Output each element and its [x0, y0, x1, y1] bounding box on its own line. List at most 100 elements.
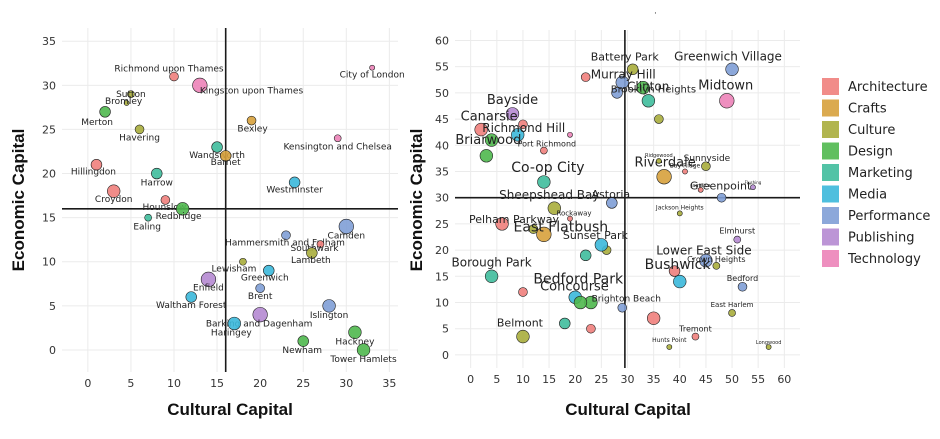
data-point: [484, 133, 499, 147]
data-point-hunts-point: [666, 344, 673, 350]
y-tick-label: 15: [435, 270, 449, 283]
y-tick-label: 30: [42, 79, 56, 92]
x-tick-label: 0: [84, 377, 91, 390]
point-label-waltham-forest: Waltham Forest: [156, 301, 227, 311]
point-label-elmhurst: Elmhurst: [719, 227, 755, 236]
point-label-croydon: Croydon: [95, 195, 133, 205]
legend-label-crafts: Crafts: [848, 102, 887, 117]
nyc-scatter-panel: 0 5 10 15 20 25 30 35 40 45 50 55 60 0 5 10 15 20 25 30 35 40…: [407, 30, 800, 419]
point-label-tower-hamlets: Tower Hamlets: [329, 355, 397, 365]
point-label-riverdale: Riverdale: [634, 156, 695, 171]
point-label-flushing: Flushing: [745, 180, 762, 185]
y-tick-label: 15: [42, 212, 56, 225]
point-label-bayside: Bayside: [487, 93, 538, 108]
point-label-tremont: Tremont: [678, 325, 712, 334]
data-point-sunnyside: [701, 161, 711, 171]
point-label-co-op-city: Co-op City: [511, 160, 584, 176]
point-label-barnet: Barnet: [211, 158, 241, 168]
point-label-bay-ridge: Bay Ridge: [670, 162, 701, 169]
data-point: [528, 224, 539, 234]
data-point: [567, 131, 573, 138]
legend-swatch-media: [822, 185, 839, 203]
data-point-bedford: [737, 282, 748, 292]
data-point-pelham-parkway: [495, 217, 509, 231]
data-point-rockaway: [567, 215, 573, 222]
data-point-bayside: [505, 107, 520, 121]
point-label-bexley: Bexley: [237, 125, 268, 135]
data-point-newham: [297, 335, 309, 347]
legend-label-architecture: Architecture: [848, 80, 928, 95]
point-label-murray-hill: Murray Hill: [591, 67, 656, 81]
x-tick-label: 5: [127, 377, 134, 390]
point-label-hillingdon: Hillingdon: [71, 168, 116, 178]
point-label-port-richmond: Port Richmond: [518, 140, 577, 149]
y-tick-label: 25: [42, 123, 56, 136]
data-point-lambeth: [306, 247, 318, 259]
point-label-haringey: Haringey: [211, 328, 252, 338]
data-point-greenpoint: [716, 192, 727, 203]
x-tick-label: 10: [516, 373, 530, 386]
data-point-brooklyn-heights: [641, 94, 656, 108]
y-tick-label: 10: [42, 256, 56, 269]
x-tick-label: 45: [699, 373, 713, 386]
y-tick-label: 40: [435, 139, 449, 152]
point-label-brighton-beach: Brighton Beach: [592, 295, 661, 305]
x-tick-label: 35: [647, 373, 661, 386]
point-label-city-of-london: City of London: [340, 71, 405, 81]
point-label-barking-and-dagenham: Barking and Dagenham: [206, 320, 313, 330]
data-point-clinton: [636, 80, 650, 95]
point-label-redbridge: Redbridge: [156, 212, 202, 222]
data-point-waltham-forest: [185, 291, 197, 303]
y-tick-label: 35: [42, 35, 56, 48]
point-label-clinton: Clinton: [627, 80, 669, 94]
y-tick-label: 60: [435, 34, 449, 47]
point-label-sheepshead-bay: Sheepshead Bay: [499, 188, 599, 202]
legend-label-publishing: Publishing: [848, 231, 914, 246]
x-tick-label: 55: [751, 373, 765, 386]
data-point-southwark: [316, 240, 325, 248]
point-label-bedford: Bedford: [727, 274, 758, 283]
point-label-merton: Merton: [81, 118, 113, 128]
data-point-east-harlem: [728, 309, 736, 317]
point-label-rockaway: Rockaway: [556, 210, 591, 218]
legend-swatch-publishing: [822, 228, 839, 246]
data-point: [579, 249, 592, 262]
point-label-brooklyn-heights: Brooklyn Heights: [611, 85, 696, 96]
y-tick-label: 50: [435, 87, 449, 100]
point-label-richmond-hill: Richmond Hill: [482, 121, 565, 135]
data-point-kingston-upon-thames: [192, 77, 208, 93]
x-tick-label: 40: [673, 373, 687, 386]
point-label-bushwick: Bushwick: [645, 257, 712, 273]
legend-label-design: Design: [848, 145, 893, 160]
data-point: [586, 323, 596, 334]
data-point-havering: [134, 124, 145, 135]
data-point-greenwich-village: [725, 62, 739, 76]
data-point-ealing: [144, 213, 152, 222]
x-tick-label: 30: [621, 373, 635, 386]
data-point-richmond-upon-thames: [169, 71, 179, 82]
point-label-midtown: Midtown: [698, 79, 753, 94]
data-point-redbridge: [175, 202, 190, 216]
x-tick-label: 15: [542, 373, 556, 386]
data-point-bay-ridge: [682, 168, 688, 175]
data-point-brighton-beach: [617, 302, 628, 313]
data-point-bushwick: [668, 265, 681, 277]
x-tick-label: 35: [382, 377, 396, 390]
stray-mark: ·: [654, 9, 657, 19]
data-point-hillingdon: [90, 159, 103, 171]
point-label-jackson-heights: Jackson Heights: [655, 204, 704, 211]
point-label-concourse: Concourse: [540, 279, 609, 294]
data-point-hackney: [348, 325, 362, 339]
point-label-jamaica: Jamaica: [690, 183, 711, 189]
point-label-astoria: Astoria: [592, 188, 631, 201]
london-scatter-panel: 0 5 10 15 20 25 30 35 0 5 10 15 20 25 30 35 Cultural Cap…: [9, 28, 405, 419]
point-label-hounslow: Hounslow: [143, 203, 187, 213]
x-tick-label: 5: [493, 373, 500, 386]
data-point-riverdale: [656, 169, 672, 185]
data-point: [654, 114, 664, 124]
data-point-camden: [338, 218, 354, 235]
data-point-tower-hamlets: [356, 343, 371, 357]
legend-label-culture: Culture: [848, 123, 895, 138]
data-point-midtown: [719, 93, 735, 109]
y-tick-label: 10: [435, 296, 449, 309]
